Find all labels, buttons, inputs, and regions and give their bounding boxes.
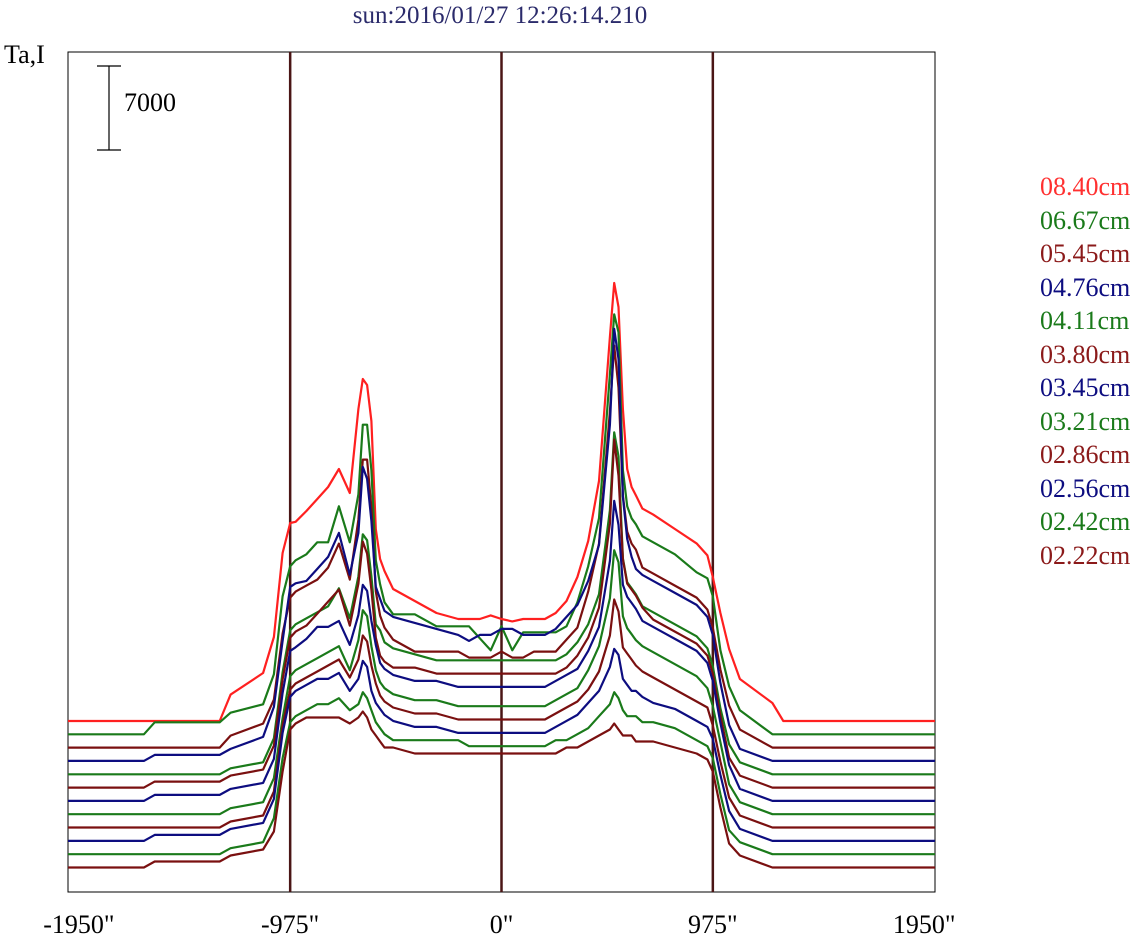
legend-item-06.67cm: 06.67cm [1040, 205, 1131, 235]
x-tick-label-4: 1950" [893, 910, 956, 939]
series-line-08.40cm [68, 281, 935, 723]
legend-item-02.86cm: 02.86cm [1040, 440, 1131, 469]
series-line-05.45cm [68, 344, 935, 749]
series-line-03.21cm [68, 549, 935, 816]
series-line-02.42cm [68, 691, 935, 856]
series-line-04.76cm [68, 327, 935, 763]
legend-item-05.45cm: 05.45cm [1040, 239, 1131, 268]
legend-item-03.21cm: 03.21cm [1040, 406, 1131, 436]
x-tick-label-2: 0" [490, 910, 514, 939]
legend-item-04.76cm: 04.76cm [1040, 272, 1131, 302]
legend-item-02.22cm: 02.22cm [1040, 540, 1131, 570]
series-line-03.80cm [68, 438, 935, 789]
legend-item-02.56cm: 02.56cm [1040, 473, 1131, 503]
x-tick-label-0: -1950" [43, 910, 114, 939]
series-line-04.11cm [68, 431, 935, 776]
scale-bar-label: 7000 [124, 88, 176, 117]
x-tick-label-3: 975" [688, 910, 738, 939]
legend-item-02.42cm: 02.42cm [1040, 507, 1131, 536]
series-line-02.22cm [68, 710, 935, 869]
x-tick-label-1: -975" [261, 910, 319, 939]
legend-item-08.40cm: 08.40cm [1040, 172, 1131, 201]
legend: 08.40cm 06.67cm 05.45cm 04.76cm 04.11cm 03.80… [1040, 170, 1130, 572]
y-axis-label: Ta,I [4, 40, 45, 69]
series-line-02.56cm [68, 647, 935, 843]
series-line-06.67cm [68, 313, 935, 736]
legend-item-03.80cm: 03.80cm [1040, 339, 1131, 369]
series-line-02.86cm [68, 598, 935, 829]
chart-title: sun:2016/01/27 12:26:14.210 [352, 2, 648, 29]
legend-item-04.11cm: 04.11cm [1040, 306, 1130, 335]
legend-item-03.45cm: 03.45cm [1040, 373, 1131, 402]
series-line-03.45cm [68, 499, 935, 803]
